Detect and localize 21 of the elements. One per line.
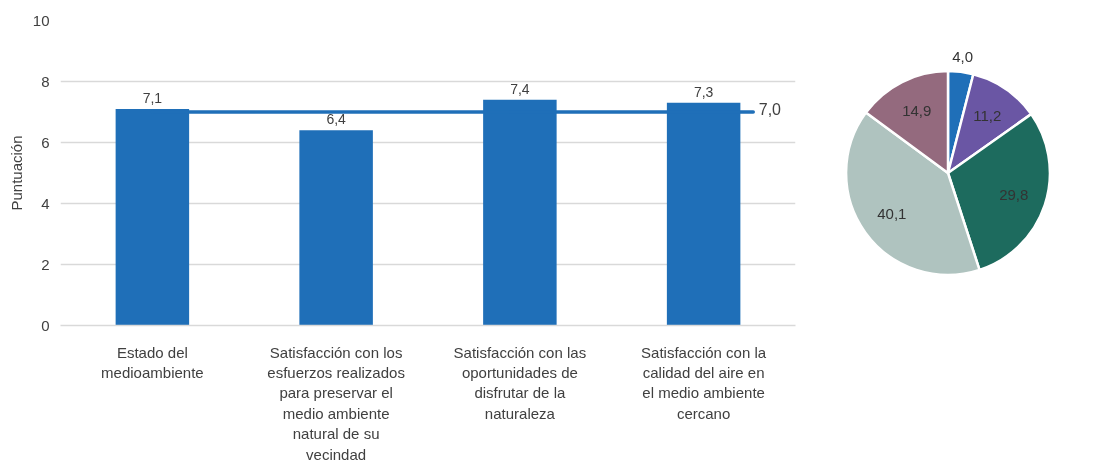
ref-line-label: 7,0 <box>758 101 782 118</box>
data-label: 6,4 <box>326 111 347 128</box>
x-tick-label: Satisfacción con los esfuerzos realizados para preservar el medio ambiente natural de su vecindad <box>267 343 405 461</box>
y-tick-label: 4 <box>41 194 50 212</box>
y-tick-label: 0 <box>41 316 50 334</box>
data-label: 29,8 <box>999 185 1029 203</box>
x-tick-label: Satisfacción con la calidad del aire en el medio ambiente cercano <box>641 343 767 422</box>
y-tick-label: 2 <box>41 255 50 273</box>
y-tick-label: 10 <box>32 11 50 29</box>
data-label: 11,2 <box>973 106 1002 124</box>
data-label: 7,3 <box>693 83 714 100</box>
data-label: 4,0 <box>952 47 974 65</box>
y-tick-label: 6 <box>41 133 50 151</box>
y-axis-title: Puntuación <box>7 135 25 211</box>
x-tick-label: Estado del medioambiente <box>101 343 204 381</box>
data-label: 40,1 <box>877 204 907 222</box>
data-label: 14,9 <box>902 102 932 120</box>
y-tick-label: 8 <box>41 72 50 90</box>
x-tick-label: Satisfacción con las oportunidades de disfrutar de la naturaleza <box>453 343 587 422</box>
data-label: 7,4 <box>510 80 530 97</box>
data-label: 7,1 <box>142 89 163 106</box>
